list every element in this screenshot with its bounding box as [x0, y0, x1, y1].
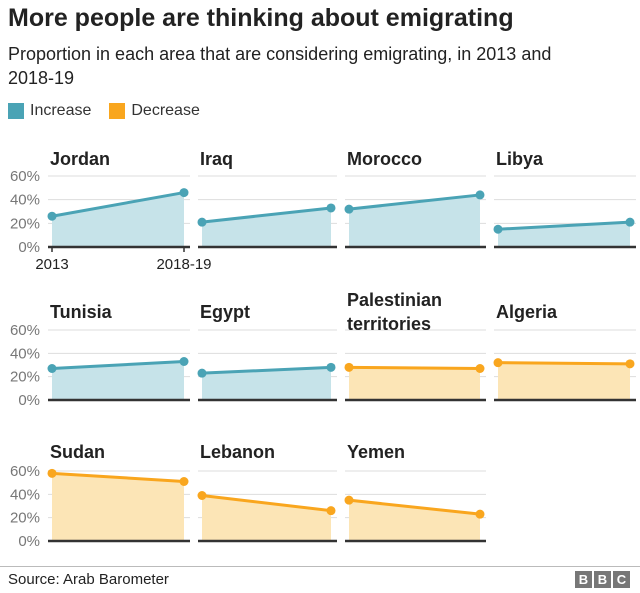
footer-divider: [0, 566, 640, 567]
panel-title: Jordan: [50, 149, 110, 169]
y-tick-label: 0%: [18, 533, 40, 550]
panel-lebanon: Lebanon: [197, 442, 337, 543]
data-point-2018-19: [179, 188, 189, 198]
panel-title: Morocco: [347, 149, 422, 169]
area-fill: [349, 194, 480, 247]
chart-subtitle: Proportion in each area that are conside…: [8, 44, 552, 88]
series-line: [497, 361, 631, 366]
panel-title: Algeria: [496, 302, 558, 322]
panel-title: Tunisia: [50, 302, 113, 322]
panel-title-line: Palestinian: [347, 290, 442, 310]
panel-title: Sudan: [50, 442, 105, 462]
panel-title: Egypt: [200, 302, 250, 322]
panel-title: Yemen: [347, 442, 405, 462]
data-point-2013: [344, 495, 354, 505]
series-line: [51, 360, 185, 370]
data-point-2013: [47, 211, 57, 221]
area-fill: [202, 367, 331, 400]
data-point-2013: [197, 217, 207, 227]
chart-title: More people are thinking about emigratin…: [8, 4, 514, 32]
panel-libya: Libya: [493, 149, 636, 249]
data-point-2013: [47, 364, 57, 373]
data-point-2018-19: [625, 359, 635, 369]
data-point-2018-19: [326, 203, 336, 213]
legend-swatch-increase: [8, 103, 24, 119]
data-point-2018-19: [475, 509, 485, 519]
panel-tunisia: Tunisia: [47, 302, 190, 402]
data-point-2018-19: [326, 362, 336, 372]
legend-label: Decrease: [131, 102, 200, 119]
source-text: Source: Arab Barometer: [8, 571, 169, 588]
data-point-2018-19: [326, 506, 336, 516]
area-fill: [52, 361, 184, 400]
data-point-2018-19: [475, 364, 485, 373]
series-line: [51, 471, 185, 483]
data-point-2013: [197, 491, 207, 500]
y-tick-label: 0%: [18, 392, 40, 409]
data-point-2013: [344, 362, 354, 372]
series-line: [348, 365, 481, 370]
data-point-2018-19: [475, 190, 485, 200]
area-fill: [52, 192, 184, 247]
data-point-2013: [47, 468, 57, 478]
y-tick-label: 20%: [10, 215, 40, 232]
y-tick-label: 60%: [10, 463, 40, 480]
panel-iraq: Iraq: [197, 149, 337, 249]
series-line: [348, 498, 481, 516]
series-line: [348, 193, 481, 211]
panel-morocco: Morocco: [344, 149, 486, 249]
panel-sudan: Sudan: [47, 442, 190, 543]
y-tick-label: 0%: [18, 239, 40, 256]
small-multiples: 0% 20% 40% 60% 0% 20% 40% 60% 0% 20% 40% 60% Jordan 2…: [10, 149, 636, 550]
y-tick-label: 20%: [10, 369, 40, 386]
area-fill: [52, 473, 184, 541]
legend-item-increase: Increase: [8, 102, 91, 120]
legend-swatch-decrease: [109, 103, 126, 119]
panel-yemen: Yemen: [344, 442, 486, 543]
panel-jordan: Jordan 2013 2018-19: [35, 149, 211, 273]
area-fill: [349, 500, 480, 541]
series-line: [201, 206, 332, 224]
area-fill: [202, 207, 331, 247]
data-point-2013: [493, 224, 503, 234]
series-line: [201, 494, 332, 513]
data-point-2018-19: [179, 477, 189, 486]
y-tick-label: 60%: [10, 322, 40, 339]
y-tick-label: 60%: [10, 168, 40, 185]
area-fill: [349, 367, 480, 400]
legend: Increase Decrease: [8, 102, 218, 120]
legend-item-decrease: Decrease: [109, 102, 200, 120]
data-point-2013: [493, 358, 503, 368]
series-line: [497, 220, 631, 231]
y-tick-label: 40%: [10, 345, 40, 362]
panel-egypt: Egypt: [197, 302, 337, 402]
y-tick-label: 40%: [10, 192, 40, 209]
x-tick-label: 2013: [35, 256, 68, 273]
panel-title: Libya: [496, 149, 544, 169]
panel-algeria: Algeria: [493, 302, 636, 402]
panel-title-line: territories: [347, 314, 431, 334]
legend-label: Increase: [30, 102, 92, 119]
panel-title: Iraq: [200, 149, 233, 169]
data-point-2013: [344, 204, 354, 214]
panel-title: Palestinian territories: [347, 290, 442, 334]
y-tick-label: 20%: [10, 510, 40, 527]
panel-palestinian-territories: Palestinian territories: [344, 290, 486, 402]
panel-title: Lebanon: [200, 442, 275, 462]
data-point-2013: [197, 368, 207, 378]
data-point-2018-19: [625, 217, 635, 227]
x-tick-label: 2018-19: [156, 256, 211, 273]
series-line: [51, 191, 185, 218]
area-fill: [498, 362, 630, 400]
series-line: [201, 365, 332, 375]
y-tick-label: 40%: [10, 486, 40, 503]
data-point-2018-19: [179, 357, 189, 366]
